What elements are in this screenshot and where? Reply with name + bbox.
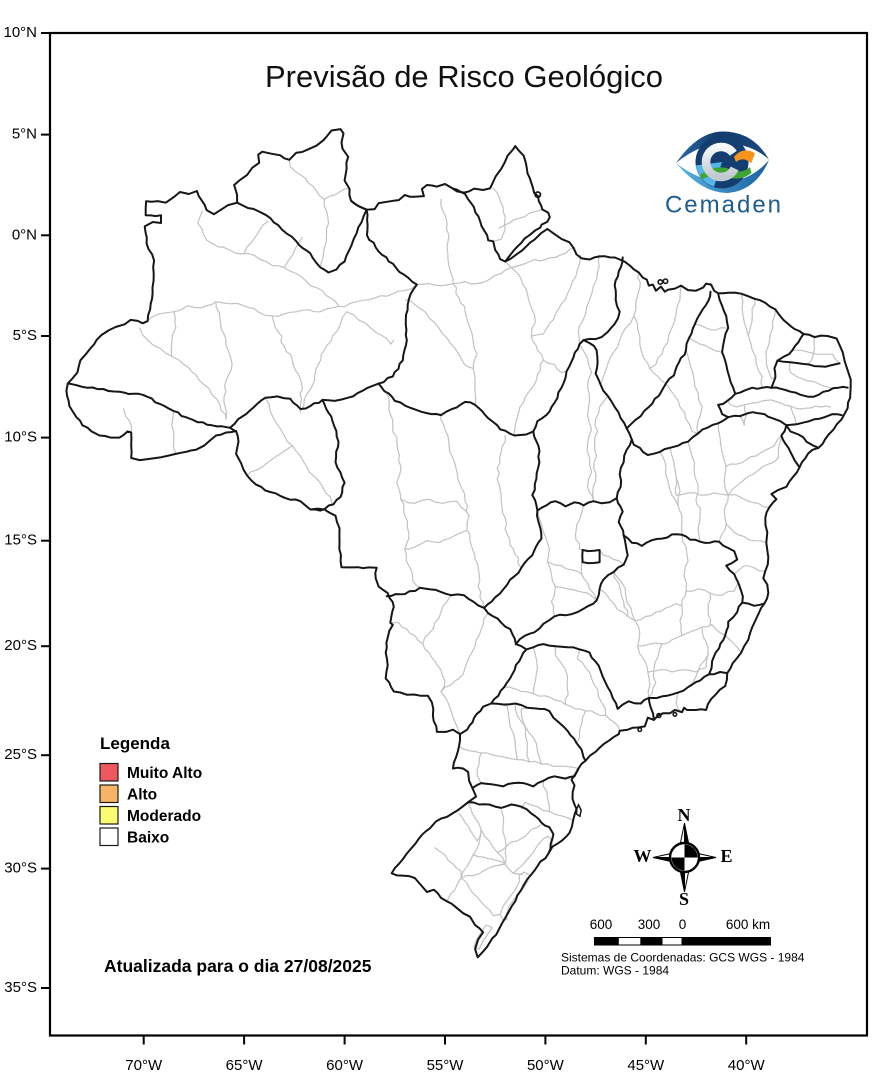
svg-text:50°W: 50°W [527, 1057, 565, 1074]
svg-text:Previsão de Risco Geológico: Previsão de Risco Geológico [265, 59, 663, 94]
svg-text:45°W: 45°W [627, 1057, 665, 1074]
svg-text:70°W: 70°W [125, 1057, 163, 1074]
svg-text:300: 300 [638, 917, 661, 932]
svg-text:Legenda: Legenda [100, 734, 170, 753]
svg-text:65°W: 65°W [226, 1057, 264, 1074]
svg-text:Baixo: Baixo [127, 830, 169, 847]
svg-text:Sistemas de Coordenadas: GCS W: Sistemas de Coordenadas: GCS WGS - 1984 [561, 951, 805, 965]
svg-text:600 km: 600 km [726, 917, 770, 932]
svg-text:15°S: 15°S [4, 532, 37, 549]
svg-text:60°W: 60°W [326, 1057, 364, 1074]
svg-text:35°S: 35°S [4, 979, 37, 996]
svg-text:Alto: Alto [127, 787, 157, 804]
svg-text:E: E [720, 846, 732, 866]
svg-text:10°N: 10°N [3, 24, 37, 41]
svg-text:5°S: 5°S [13, 327, 37, 344]
svg-text:W: W [634, 846, 652, 866]
svg-text:Cemaden: Cemaden [665, 192, 783, 219]
svg-text:0: 0 [679, 917, 687, 932]
svg-text:Moderado: Moderado [127, 808, 201, 825]
svg-text:Muito Alto: Muito Alto [127, 765, 202, 782]
svg-text:Datum: WGS - 1984: Datum: WGS - 1984 [561, 964, 669, 978]
svg-text:10°S: 10°S [4, 429, 37, 446]
svg-text:N: N [678, 805, 691, 825]
svg-text:55°W: 55°W [427, 1057, 465, 1074]
svg-text:S: S [679, 889, 689, 909]
svg-text:0°N: 0°N [12, 226, 37, 243]
svg-text:Atualizada para o dia 27/08/20: Atualizada para o dia 27/08/2025 [104, 956, 372, 976]
svg-text:25°S: 25°S [4, 746, 37, 763]
svg-text:5°N: 5°N [12, 126, 37, 143]
svg-text:30°S: 30°S [4, 860, 37, 877]
svg-text:20°S: 20°S [4, 637, 37, 654]
svg-text:600: 600 [590, 917, 613, 932]
svg-text:40°W: 40°W [728, 1057, 766, 1074]
